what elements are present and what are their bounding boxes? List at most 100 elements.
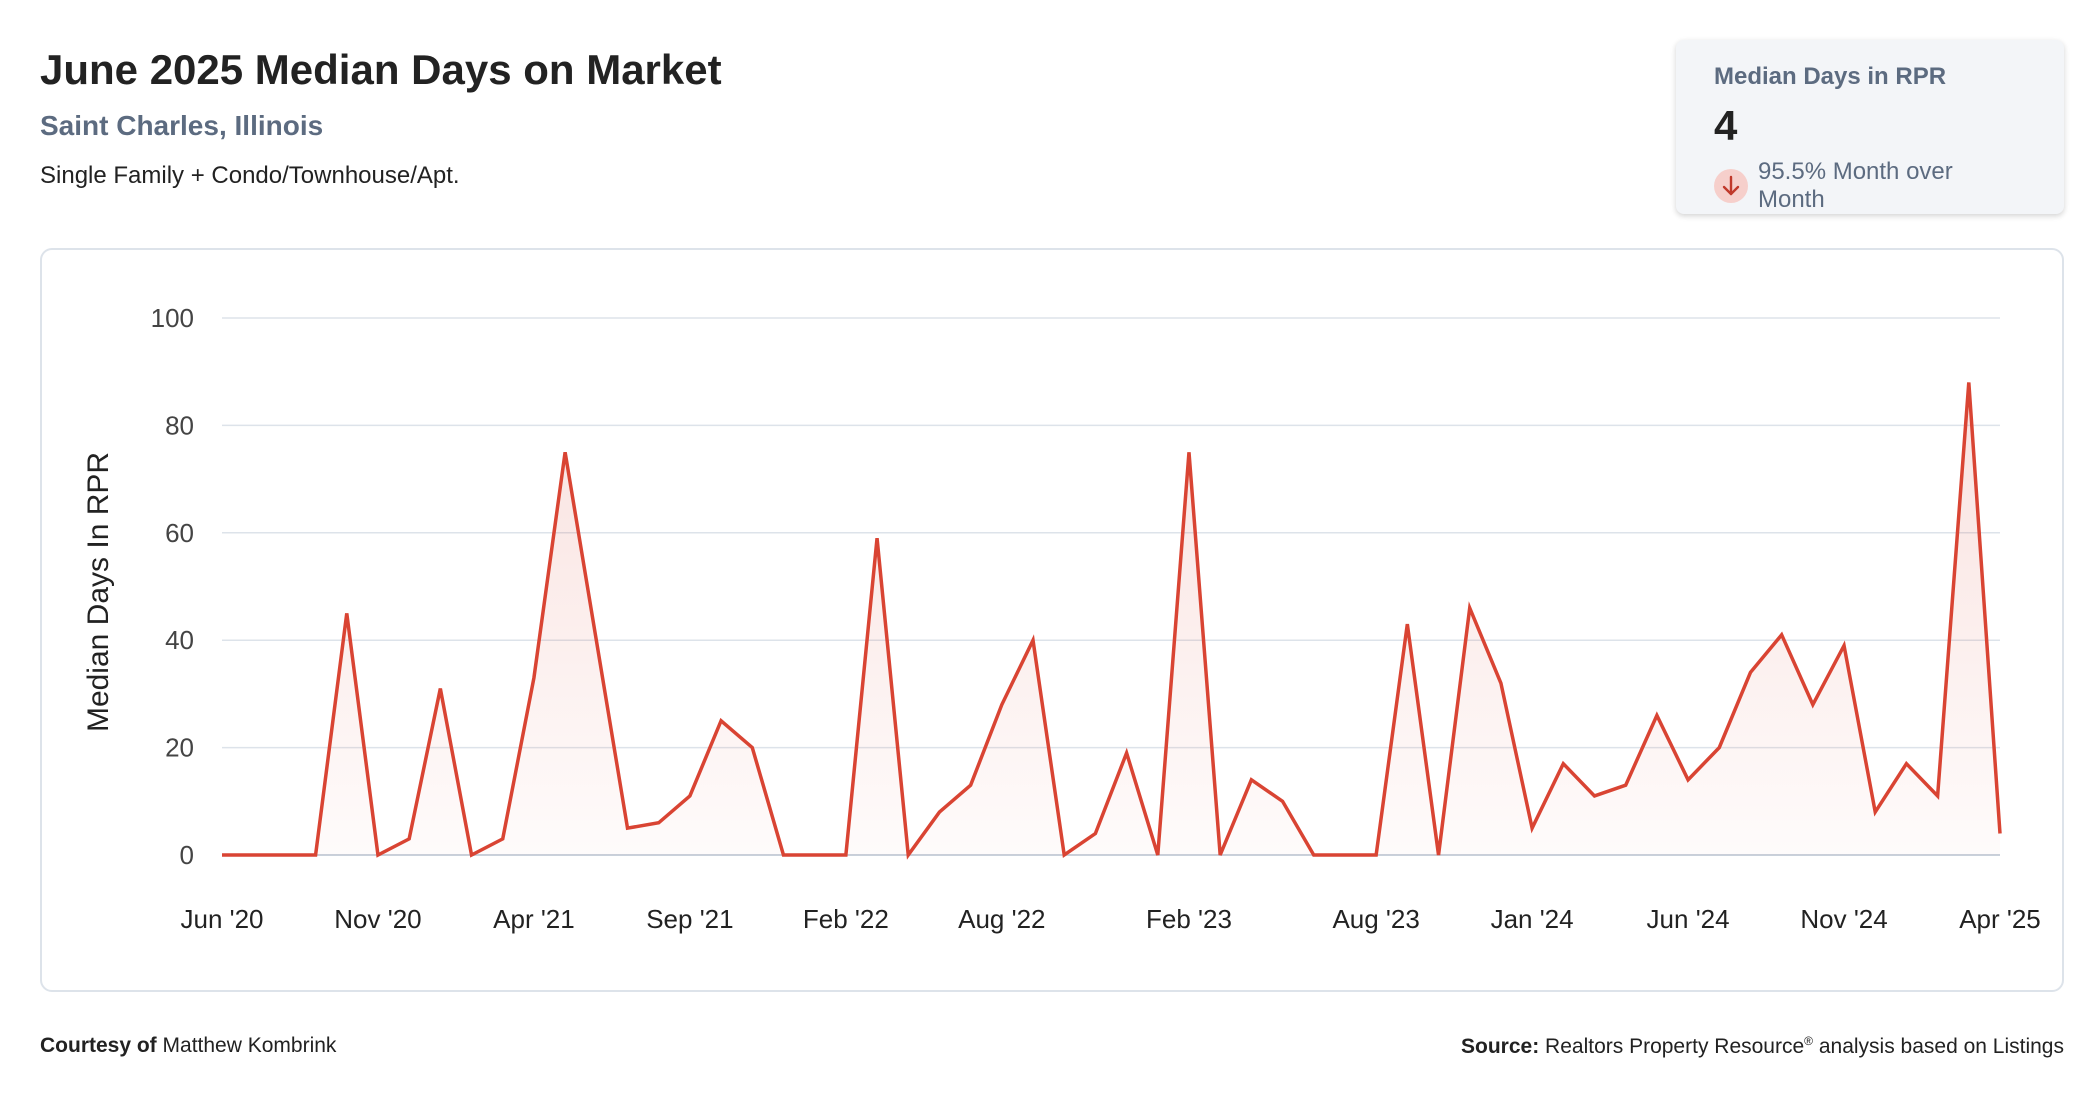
median-days-chart: 0 20 40 60 80 100 Jun '20 Nov '20 Apr '21 Sep '2… xyxy=(82,303,2041,934)
data-point xyxy=(1561,762,1565,766)
x-tick-label: Apr '21 xyxy=(493,904,575,934)
data-point xyxy=(1936,794,1940,798)
data-point xyxy=(1437,853,1441,857)
data-point xyxy=(1624,783,1628,787)
data-point xyxy=(563,450,567,454)
data-point xyxy=(1405,622,1409,626)
x-tick-label: Aug '23 xyxy=(1332,904,1419,934)
data-point xyxy=(594,638,598,642)
median-days-stat-card: Median Days in RPR 4 95.5% Month over Mo… xyxy=(1676,40,2064,214)
data-point xyxy=(1468,606,1472,610)
data-point xyxy=(1530,826,1534,830)
data-point xyxy=(251,853,255,857)
x-axis-ticks: Jun '20 Nov '20 Apr '21 Sep '21 Feb '22 Aug '… xyxy=(180,904,2040,934)
data-point xyxy=(501,837,505,841)
data-point xyxy=(1686,778,1690,782)
data-point xyxy=(1873,810,1877,814)
data-point xyxy=(813,853,817,857)
y-axis-ticks: 0 20 40 60 80 100 xyxy=(151,303,194,870)
courtesy-footer: Courtesy of Matthew Kombrink xyxy=(40,1034,336,1058)
data-point xyxy=(1748,670,1752,674)
source-label: Source: xyxy=(1461,1035,1540,1058)
data-point xyxy=(1000,703,1004,707)
data-point xyxy=(1125,751,1129,755)
arrow-down-icon xyxy=(1714,169,1748,203)
data-point xyxy=(1655,713,1659,717)
data-point xyxy=(532,676,536,680)
data-point xyxy=(719,719,723,723)
data-point xyxy=(1374,853,1378,857)
data-point xyxy=(750,746,754,750)
registered-mark: ® xyxy=(1804,1034,1813,1048)
data-point xyxy=(376,853,380,857)
x-tick-label: Sep '21 xyxy=(646,904,733,934)
y-tick-label: 100 xyxy=(151,303,194,333)
series-line xyxy=(222,382,2002,860)
x-tick-label: Jan '24 xyxy=(1491,904,1574,934)
y-tick-label: 80 xyxy=(165,410,194,440)
data-point xyxy=(1093,832,1097,836)
data-point xyxy=(1842,644,1846,648)
data-point xyxy=(657,821,661,825)
data-point xyxy=(875,536,879,540)
data-point xyxy=(1281,799,1285,803)
data-point xyxy=(906,853,910,857)
x-tick-label: Feb '23 xyxy=(1146,904,1232,934)
data-point xyxy=(407,837,411,841)
x-tick-label: Nov '20 xyxy=(334,904,421,934)
data-point xyxy=(688,794,692,798)
x-tick-label: Aug '22 xyxy=(958,904,1045,934)
y-tick-label: 40 xyxy=(165,625,194,655)
data-point xyxy=(844,853,848,857)
courtesy-name: Matthew Kombrink xyxy=(162,1034,337,1057)
data-point xyxy=(1312,853,1316,857)
data-point xyxy=(438,687,442,691)
source-text: Realtors Property Resource® analysis bas… xyxy=(1545,1034,2064,1058)
chart-frame xyxy=(40,248,2064,992)
data-point xyxy=(345,611,349,615)
courtesy-label: Courtesy of xyxy=(40,1034,157,1057)
y-tick-label: 60 xyxy=(165,518,194,548)
y-tick-label: 0 xyxy=(180,840,194,870)
data-point xyxy=(470,853,474,857)
source-name: Realtors Property Resource xyxy=(1545,1035,1805,1058)
x-tick-label: Nov '24 xyxy=(1800,904,1887,934)
data-point xyxy=(969,783,973,787)
property-types-label: Single Family + Condo/Townhouse/Apt. xyxy=(40,162,460,189)
data-point xyxy=(1811,703,1815,707)
data-point xyxy=(1187,450,1191,454)
x-tick-label: Feb '22 xyxy=(803,904,889,934)
data-point xyxy=(220,853,224,857)
chart-header: June 2025 Median Days on Market Saint Ch… xyxy=(40,40,1540,192)
data-point xyxy=(1062,853,1066,857)
data-point xyxy=(781,853,785,857)
data-point xyxy=(1717,746,1721,750)
data-point xyxy=(626,826,630,830)
source-footer: Source: Realtors Property Resource® anal… xyxy=(1461,1034,2064,1059)
data-point xyxy=(1343,853,1347,857)
y-tick-label: 20 xyxy=(165,733,194,763)
data-point xyxy=(282,853,286,857)
stat-value: 4 xyxy=(1714,102,1738,149)
data-point xyxy=(314,853,318,857)
source-suffix: analysis based on Listings xyxy=(1813,1035,2064,1058)
data-point xyxy=(1904,762,1908,766)
data-point xyxy=(1998,832,2002,836)
stat-label: Median Days in RPR xyxy=(1714,63,1947,90)
x-tick-label: Apr '25 xyxy=(1959,904,2041,934)
location-subtitle: Saint Charles, Illinois xyxy=(40,110,324,141)
stat-change-text: 95.5% Month over Month xyxy=(1757,158,1953,213)
x-tick-label: Jun '24 xyxy=(1647,904,1730,934)
x-tick-label: Jun '20 xyxy=(180,904,263,934)
page-title: June 2025 Median Days on Market xyxy=(40,46,722,93)
data-point xyxy=(1967,380,1971,384)
data-point xyxy=(1156,853,1160,857)
data-point xyxy=(1780,633,1784,637)
y-axis-label: Median Days In RPR xyxy=(82,452,115,732)
data-point xyxy=(1249,778,1253,782)
data-point xyxy=(1218,853,1222,857)
series-area-fill xyxy=(222,382,2000,855)
stat-change: 95.5% Month over Month xyxy=(1714,158,2026,214)
data-point xyxy=(1592,794,1596,798)
data-point xyxy=(937,810,941,814)
